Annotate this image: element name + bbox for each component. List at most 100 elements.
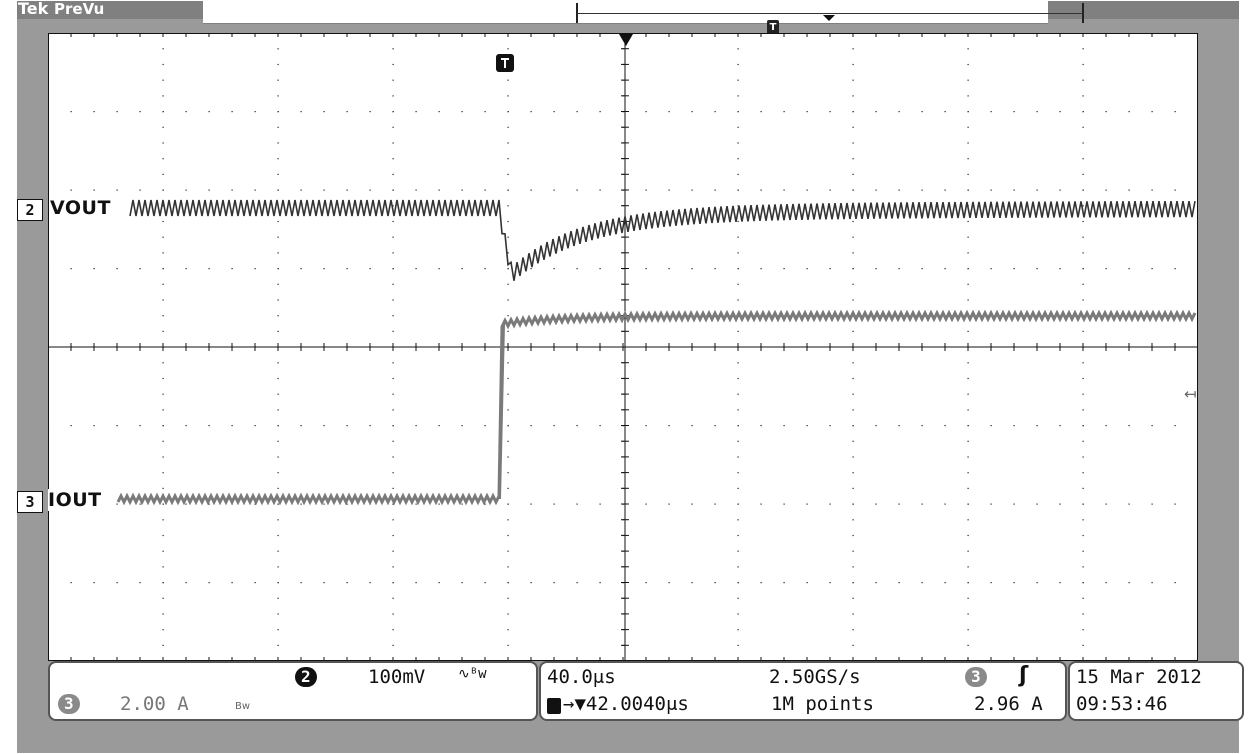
grid-dot [852, 189, 854, 191]
grid-dot [737, 472, 739, 474]
grid-dot [392, 644, 394, 646]
rising-edge-icon: ʃ [1019, 663, 1029, 688]
grid-dot [1082, 393, 1084, 395]
grid-dot [162, 63, 164, 66]
grid-dot [852, 409, 854, 411]
grid-dot [162, 377, 164, 380]
channel-3-label: IOUT [48, 489, 102, 511]
grid-dot [921, 503, 923, 505]
trigger-offset-icon [547, 698, 561, 714]
grid-dot [438, 582, 440, 584]
trigger-T-icon[interactable] [496, 54, 514, 72]
grid-dot [277, 440, 279, 442]
grid-dot [990, 111, 992, 113]
grid-dot [737, 425, 739, 427]
grid-dot [1082, 283, 1084, 285]
grid-dot [277, 613, 279, 615]
grid-dot [162, 582, 164, 584]
grid-dot [300, 268, 302, 270]
record-line [577, 13, 1083, 14]
grid-dot [277, 534, 279, 537]
channel-3-marker[interactable]: 3 [17, 491, 43, 513]
grid-dot [852, 173, 854, 175]
grid-dot [553, 503, 555, 505]
grid-dot [921, 111, 923, 113]
grid-dot [70, 111, 72, 113]
grid-dot [507, 425, 509, 427]
grid-dot [461, 189, 463, 191]
grid-dot [1036, 425, 1038, 427]
grid-dot [967, 534, 969, 537]
grid-dot [392, 205, 394, 207]
grid-dot [1197, 189, 1198, 191]
grid-dot [967, 220, 969, 223]
grid-dot [576, 582, 578, 584]
grid-dot [392, 550, 394, 552]
grid-dot [231, 111, 233, 113]
vertical-settings-panel[interactable]: 2 100mV ∿ᴮw 3 2.00 A Bw [48, 661, 538, 721]
grid-dot [530, 189, 532, 191]
grid-dot [737, 629, 739, 631]
grid-dot [346, 268, 348, 270]
grid-dot [392, 189, 394, 191]
grid-dot [645, 189, 647, 191]
grid-dot [507, 597, 509, 599]
grid-dot [852, 519, 854, 521]
ch2-coupling: ∿ᴮw [458, 666, 487, 682]
grid-dot [323, 503, 325, 505]
grid-dot [392, 362, 394, 364]
grid-dot [737, 503, 739, 505]
grid-dot [507, 644, 509, 646]
grid-dot [1082, 644, 1084, 646]
grid-dot [507, 377, 509, 380]
grid-dot [507, 236, 509, 238]
grid-dot [1174, 189, 1176, 191]
grid-dot [277, 456, 279, 458]
horizontal-settings-panel[interactable]: 40.0μs 2.50GS/s →▼42.0040μs 1M points 3 … [539, 661, 1067, 721]
grid-dot [599, 425, 601, 427]
grid-dot [277, 158, 279, 160]
grid-dot [254, 582, 256, 584]
grid-dot [737, 644, 739, 646]
grid-dot [415, 425, 417, 427]
grid-dot [852, 644, 854, 646]
grid-dot [277, 299, 279, 301]
grid-dot [576, 503, 578, 505]
grid-dot [507, 409, 509, 411]
grid-dot [1082, 79, 1084, 81]
trigger-position-icon[interactable] [619, 34, 633, 46]
grid-dot [990, 268, 992, 270]
grid-dot [277, 111, 279, 113]
grid-dot [737, 456, 739, 458]
grid-dot [300, 425, 302, 427]
grid-dot [967, 126, 969, 128]
grid-dot [1082, 126, 1084, 128]
iout-step-edge [499, 323, 505, 500]
trigger-offset: →▼42.0040μs [563, 693, 689, 715]
grid-dot [944, 268, 946, 270]
grid-dot [599, 503, 601, 505]
grid-dot [346, 111, 348, 113]
grid-dot [392, 629, 394, 631]
grid-dot [1036, 582, 1038, 584]
grid-dot [668, 268, 670, 270]
grid-dot [737, 534, 739, 537]
grid-dot [898, 268, 900, 270]
grid-dot [967, 79, 969, 81]
grid-dot [507, 315, 509, 317]
grid-dot [415, 503, 417, 505]
grid-dot [323, 268, 325, 270]
grid-dot [1174, 111, 1176, 113]
grid-dot [990, 189, 992, 191]
grid-dot [852, 48, 854, 50]
grid-dot [392, 315, 394, 317]
grid-dot [829, 582, 831, 584]
grid-dot [967, 597, 969, 599]
grid-dot [553, 189, 555, 191]
grid-dot [392, 236, 394, 238]
grid-dot [392, 425, 394, 427]
channel-2-marker[interactable]: 2 [17, 199, 43, 221]
grid-dot [967, 629, 969, 631]
grid-dot [231, 582, 233, 584]
waveform-graticule[interactable] [48, 33, 1198, 661]
